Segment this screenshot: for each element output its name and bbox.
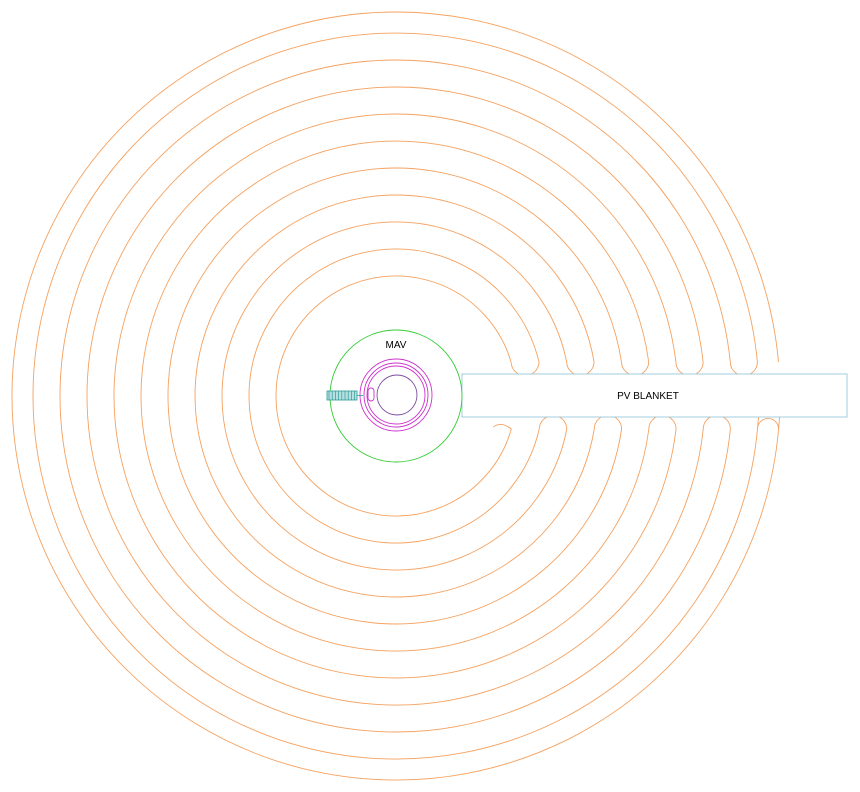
pv-blanket — [461, 373, 848, 418]
pv-blanket-label: PV BLANKET — [617, 391, 679, 402]
mav-label: MAV — [386, 340, 407, 351]
connector — [326, 390, 363, 401]
inner-core — [376, 374, 418, 416]
inner-ring-outer — [359, 358, 433, 432]
inner-ring — [366, 365, 426, 425]
coil-lead — [757, 416, 759, 430]
inner-slot — [367, 387, 375, 402]
coil-lead — [778, 416, 781, 430]
inner-ring — [363, 362, 429, 428]
